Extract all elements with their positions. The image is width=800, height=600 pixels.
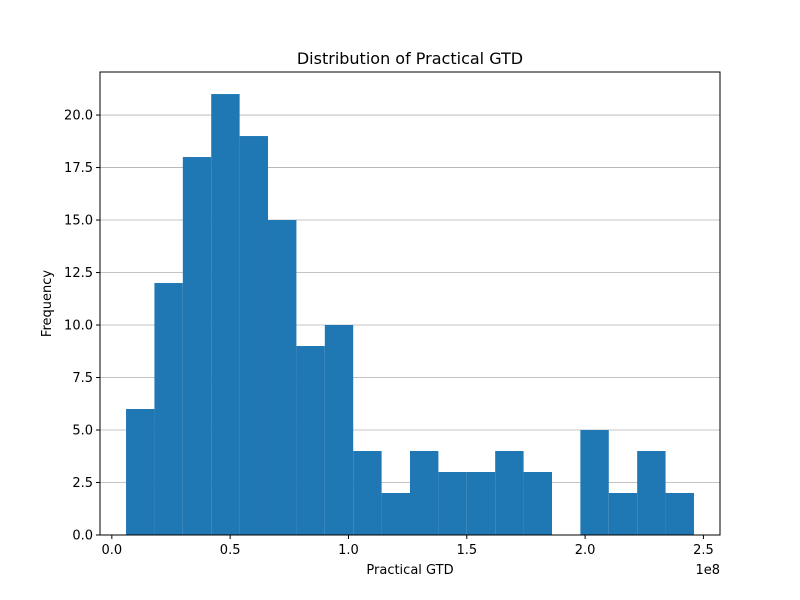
histogram-bar bbox=[665, 493, 694, 535]
histogram-bar bbox=[580, 430, 609, 535]
y-tick-label: 2.5 bbox=[72, 476, 93, 491]
histogram-bar bbox=[154, 283, 183, 535]
x-tick-label: 1.5 bbox=[456, 543, 477, 558]
plot-frame bbox=[99, 71, 721, 536]
histogram-bars bbox=[126, 94, 694, 536]
y-tick-label: 5.0 bbox=[72, 424, 93, 439]
chart-title: Distribution of Practical GTD bbox=[297, 49, 523, 68]
y-axis-ticks: 0.0 2.5 5.0 7.5 10.0 12.5 15.0 17.5 20.0 bbox=[64, 109, 100, 544]
x-axis-offset-label: 1e8 bbox=[695, 563, 720, 578]
histogram-bar bbox=[296, 346, 325, 535]
histogram-bar bbox=[211, 94, 240, 536]
y-tick-label: 0.0 bbox=[72, 529, 93, 544]
y-tick-label: 7.5 bbox=[72, 371, 93, 386]
y-tick-label: 15.0 bbox=[64, 214, 93, 229]
histogram-bar bbox=[523, 472, 552, 535]
histogram-bar bbox=[126, 409, 155, 535]
x-tick-label: 0.5 bbox=[220, 543, 241, 558]
y-tick-label: 17.5 bbox=[64, 161, 93, 176]
histogram-bar bbox=[182, 157, 212, 535]
histogram-bar bbox=[239, 136, 269, 535]
histogram-bar bbox=[353, 451, 382, 535]
y-tick-label: 10.0 bbox=[64, 319, 93, 334]
histogram-bar bbox=[466, 472, 496, 535]
x-tick-label: 2.0 bbox=[575, 543, 596, 558]
histogram-bar bbox=[410, 451, 439, 535]
histogram-bar bbox=[608, 493, 638, 535]
y-tick-label: 12.5 bbox=[64, 266, 93, 281]
y-axis-label: Frequency bbox=[40, 270, 55, 337]
x-tick-label: 0.0 bbox=[101, 543, 122, 558]
histogram-bar bbox=[637, 451, 666, 535]
histogram-bar bbox=[268, 220, 297, 536]
histogram-bar bbox=[495, 451, 524, 535]
histogram-bar bbox=[324, 325, 354, 535]
x-tick-label: 1.0 bbox=[338, 543, 359, 558]
histogram-bar bbox=[438, 472, 467, 535]
y-tick-label: 20.0 bbox=[64, 109, 93, 124]
histogram-bar bbox=[381, 493, 410, 535]
x-axis-label: Practical GTD bbox=[366, 563, 453, 578]
x-axis-ticks: 0.0 0.5 1.0 1.5 2.0 2.5 bbox=[101, 535, 714, 558]
x-tick-label: 2.5 bbox=[693, 543, 714, 558]
